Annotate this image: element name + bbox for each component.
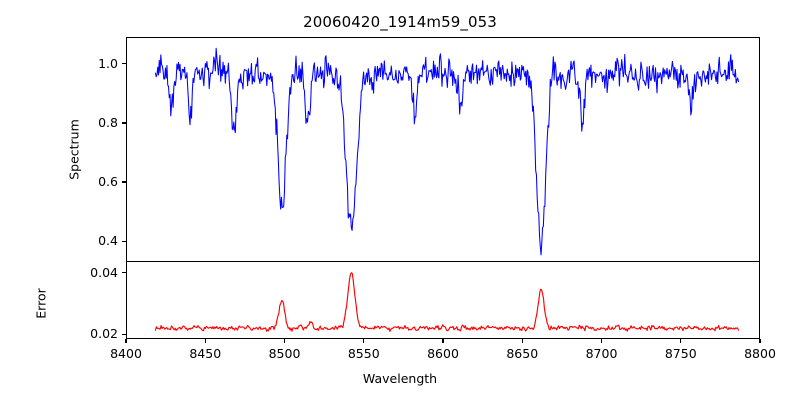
spectrum-y-tick-label: 0.4 <box>98 233 118 249</box>
spectrum-y-tick-mark <box>122 240 126 242</box>
x-axis-tick-mark <box>204 339 206 343</box>
x-axis-tick-mark <box>680 339 682 343</box>
x-axis-label: Wavelength <box>362 371 438 386</box>
x-axis-tick-mark <box>759 339 761 343</box>
spectrum-y-tick-mark <box>122 122 126 124</box>
x-axis-tick-label: 8700 <box>585 346 618 361</box>
x-axis-tick-mark <box>442 339 444 343</box>
spectrum-y-axis-label: Spectrum <box>66 119 82 180</box>
x-axis-tick-mark <box>125 339 127 343</box>
spectrum-plot-area <box>154 47 739 256</box>
error-y-tick-mark <box>122 272 126 274</box>
error-y-axis-label: Error <box>33 288 49 319</box>
x-axis-tick-label: 8600 <box>427 346 459 361</box>
spectrum-y-tick-label: 1.0 <box>98 55 118 71</box>
spectrum-line <box>154 47 739 256</box>
x-axis-tick-label: 8800 <box>744 346 776 361</box>
x-axis-tick-label: 8550 <box>347 346 380 361</box>
spectrum-y-tick-mark <box>122 181 126 183</box>
error-panel <box>126 262 760 339</box>
x-axis-tick-mark <box>521 339 523 343</box>
x-axis-tick-mark <box>600 339 603 343</box>
spectrum-panel <box>126 37 760 262</box>
x-axis-tick-label: 8450 <box>189 346 222 361</box>
error-y-tick-label: 0.04 <box>90 264 118 280</box>
x-axis-tick-mark <box>283 339 286 343</box>
error-y-tick-mark <box>122 333 126 336</box>
x-axis-tick-mark <box>363 339 365 343</box>
x-axis-tick-label: 8500 <box>268 346 301 361</box>
spectrum-y-tick-label: 0.8 <box>98 114 118 130</box>
x-axis-tick-label: 8400 <box>110 346 142 361</box>
spectrum-y-tick-mark <box>122 62 126 65</box>
error-y-tick-label: 0.02 <box>90 326 118 342</box>
error-line <box>154 272 740 332</box>
x-axis-tick-label: 8750 <box>664 346 697 361</box>
x-axis-tick-label: 8650 <box>506 346 539 361</box>
error-plot-area <box>154 272 740 332</box>
spectrum-y-tick-label: 0.6 <box>98 174 118 190</box>
figure-title: 20060420_1914m59_053 <box>303 13 497 31</box>
